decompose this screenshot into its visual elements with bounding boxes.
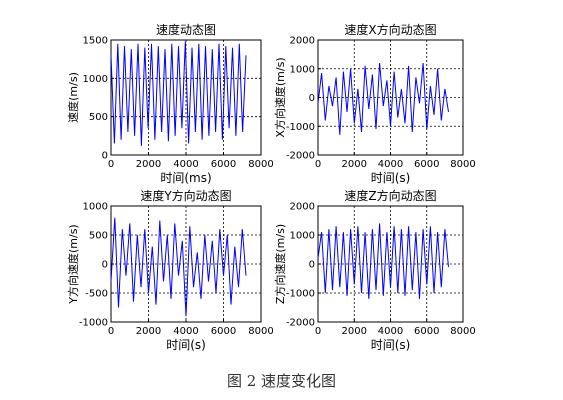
x-tick-label: 6000 (211, 159, 236, 170)
y-tick-label: -2000 (286, 151, 315, 162)
chart-title: 速度动态图 (156, 22, 216, 37)
y-tick-label: 500 (89, 112, 108, 123)
x-tick-label: 6000 (211, 326, 236, 337)
x-tick-label: 4000 (378, 159, 403, 170)
x-tick-label: 8000 (450, 159, 475, 170)
y-tick-label: 0 (309, 93, 315, 104)
y-tick-label: -1000 (286, 289, 315, 300)
x-axis-label: 时间(s) (166, 338, 206, 352)
x-axis-label: 时间(ms) (160, 171, 211, 185)
y-tick-label: 1000 (290, 64, 315, 75)
x-tick-label: 4000 (173, 326, 198, 337)
y-tick-label: 0 (102, 151, 108, 162)
y-tick-label: 1000 (83, 74, 108, 85)
series-line (317, 62, 449, 135)
series-line (317, 223, 449, 299)
x-tick-label: 6000 (414, 326, 439, 337)
figure-caption: 图 2 速度变化图 (226, 372, 337, 390)
y-axis-label: 速度(m/s) (66, 72, 80, 123)
y-tick-label: 1000 (83, 202, 108, 213)
x-tick-label: 0 (108, 159, 114, 170)
x-tick-label: 0 (315, 159, 321, 170)
chart-title: 速度Y方向动态图 (140, 188, 231, 203)
y-tick-label: 1000 (290, 231, 315, 242)
x-tick-label: 2000 (136, 326, 161, 337)
x-tick-label: 8000 (450, 326, 475, 337)
y-tick-label: 2000 (290, 202, 315, 213)
x-tick-label: 6000 (414, 159, 439, 170)
y-tick-label: 500 (89, 231, 108, 242)
panel-2: 0 2000 4000 6000 8000 -2000 -1000 0 1000 2000 速度X方… (273, 22, 476, 185)
x-tick-label: 0 (315, 326, 321, 337)
x-tick-label: 0 (108, 326, 114, 337)
y-tick-label: 2000 (290, 36, 315, 47)
y-axis-label: Z方向速度(m/s) (273, 224, 287, 304)
y-tick-label: 0 (102, 260, 108, 271)
series-line (110, 217, 247, 317)
x-tick-label: 2000 (136, 159, 161, 170)
chart-title: 速度Z方向动态图 (344, 188, 436, 203)
x-tick-label: 4000 (378, 326, 403, 337)
y-axis-label: Y方向速度(m/s) (66, 224, 80, 304)
panel-1: 0 2000 4000 6000 8000 0 500 1000 1500 速度动态图时间(ms)… (66, 22, 274, 185)
y-tick-label: -500 (85, 289, 108, 300)
x-tick-label: 8000 (248, 326, 273, 337)
x-axis-label: 时间(s) (371, 338, 411, 352)
series-line (110, 41, 247, 146)
x-tick-label: 4000 (173, 159, 198, 170)
y-tick-label: 1500 (83, 36, 108, 47)
y-axis-label: X方向速度(m/s) (273, 57, 287, 137)
chart-title: 速度X方向动态图 (344, 22, 436, 37)
x-tick-label: 8000 (248, 159, 273, 170)
y-tick-label: -1000 (286, 122, 315, 133)
y-tick-label: -1000 (79, 318, 108, 329)
x-axis-label: 时间(s) (371, 171, 411, 185)
panel-3: 0 2000 4000 6000 8000 -1000 -500 0 500 1000 速度Y方向动… (66, 188, 274, 352)
x-tick-label: 2000 (342, 159, 367, 170)
y-tick-label: 0 (309, 260, 315, 271)
y-tick-label: -2000 (286, 318, 315, 329)
x-tick-label: 2000 (342, 326, 367, 337)
panel-4: 0 2000 4000 6000 8000 -2000 -1000 0 1000 2000 速度Z方… (273, 188, 476, 352)
